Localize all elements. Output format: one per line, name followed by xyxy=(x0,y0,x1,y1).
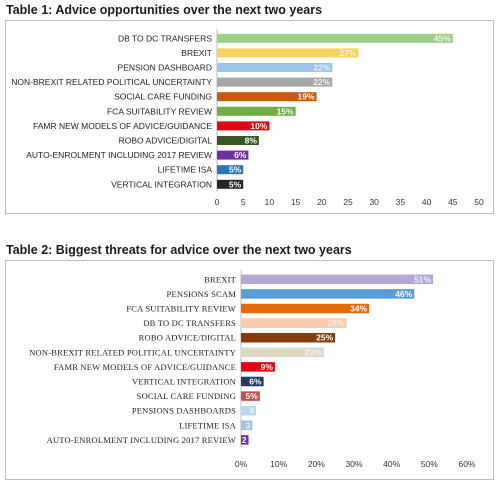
chart-0-x-tick-label: 30 xyxy=(369,197,379,207)
chart-0-x-tick-label: 15 xyxy=(291,197,301,207)
chart-0-bar xyxy=(217,77,333,87)
chart-1-data-label: 3 xyxy=(246,420,251,430)
chart-0-data-label: 19% xyxy=(298,92,315,102)
chart-0-category-label: SOCIAL CARE FUNDING xyxy=(114,92,212,102)
chart-0-category-label: ROBO ADVICE/DIGITAL xyxy=(119,136,213,146)
chart-1-x-tick-label: 0% xyxy=(235,459,248,469)
chart-1-data-label: 2 xyxy=(242,435,247,445)
chart-0-category-label: AUTO-ENROLMENT INCLUDING 2017 REVIEW xyxy=(26,150,212,160)
chart-1-category-label: DB TO DC TRANSFERS xyxy=(143,318,236,328)
chart-1-bar xyxy=(241,274,434,285)
chart-0-bar xyxy=(217,179,244,189)
chart-1-category-label: ROBO ADVICE/DIGITAL xyxy=(139,333,236,343)
chart-1-data-label: 34% xyxy=(350,304,367,314)
chart-1-category-label: FCA SUITABILITY REVIEW xyxy=(126,304,236,314)
chart-1-bar xyxy=(241,435,249,445)
chart-1-x-tick-label: 10% xyxy=(270,459,287,469)
chart-1-data-label: 5% xyxy=(246,391,259,401)
chart-1-x-tick-label: 30% xyxy=(345,459,362,469)
chart-0-data-label: 5% xyxy=(229,179,242,189)
chart-0-data-label: 27% xyxy=(339,48,356,58)
chart-1-panel xyxy=(5,20,494,214)
chart-1-category-label: PENSIONS SCAM xyxy=(167,289,237,299)
chart-0-bar xyxy=(217,165,244,175)
chart-0-category-label: BREXIT xyxy=(181,48,212,58)
chart-1-data-label: 6% xyxy=(249,377,262,387)
chart-0-bar xyxy=(217,63,333,72)
chart-0-category-label: VERTICAL INTEGRATION xyxy=(111,179,212,189)
chart-0-bar xyxy=(217,121,270,131)
chart-0-x-tick-label: 50 xyxy=(474,197,484,207)
chart-0-bar xyxy=(217,33,453,43)
chart-1-bar xyxy=(241,289,415,299)
chart-0-data-label: 5% xyxy=(229,165,242,175)
chart-0-data-label: 22% xyxy=(313,63,330,73)
chart-0-category-label: FCA SUITABILITY REVIEW xyxy=(107,106,212,116)
chart-0-bar xyxy=(217,92,317,102)
chart-0-x-tick-label: 45 xyxy=(448,197,458,207)
chart-0-data-label: 45% xyxy=(434,33,451,43)
chart-1-x-tick-label: 20% xyxy=(308,459,325,469)
chart-1-data-label: 22% xyxy=(305,347,322,357)
chart-1-bar xyxy=(241,362,275,372)
chart-0-x-tick-label: 5 xyxy=(241,197,246,207)
chart-1-bar xyxy=(241,332,336,343)
chart-1-category-label: FAMR NEW MODELS OF ADVICE/GUIDANCE xyxy=(54,362,236,372)
chart-0-x-tick-label: 40 xyxy=(422,197,432,207)
chart-0-category-label: FAMR NEW MODELS OF ADVICE/GUIDANCE xyxy=(33,121,212,131)
chart-0-data-label: 15% xyxy=(277,106,294,116)
chart-0-data-label: 22% xyxy=(313,77,330,87)
chart-1-data-label: 51% xyxy=(414,274,431,284)
chart-0-x-tick-label: 20 xyxy=(317,197,327,207)
chart-0-x-tick-label: 10 xyxy=(265,197,275,207)
chart-1-bar xyxy=(241,391,260,401)
chart-0-data-label: 6% xyxy=(234,150,247,160)
chart-1-category-label: LIFETIME ISA xyxy=(179,420,237,430)
chart-1-data-label: 25% xyxy=(316,333,333,343)
chart-1-category-label: SOCIAL CARE FUNDING xyxy=(137,391,236,401)
chart-0-x-tick-label: 25 xyxy=(343,197,353,207)
chart-1-category-label: PENSIONS DASHBOARDS xyxy=(132,406,236,416)
chart-0-bar xyxy=(217,48,359,58)
chart-0-data-label: 10% xyxy=(250,121,267,131)
chart-1-category-label: NON-BREXIT RELATED POLITICAL UNCERTAINTY xyxy=(29,347,236,357)
chart-0-data-label: 8% xyxy=(245,136,258,146)
chart-1-x-tick-label: 60% xyxy=(458,459,475,469)
chart-1-category-label: BREXIT xyxy=(204,274,236,284)
chart-1-data-label: 46% xyxy=(395,289,412,299)
chart-1-bar xyxy=(241,318,347,328)
chart-1-title: Table 1: Advice opportunities over the n… xyxy=(6,3,323,17)
chart-1-data-label: 28% xyxy=(327,318,344,328)
chart-1-x-tick-label: 50% xyxy=(421,459,438,469)
chart-0-category-label: DB TO DC TRANSFERS xyxy=(118,33,212,43)
chart-1-bar xyxy=(241,347,324,358)
chart-1-bar xyxy=(241,303,370,314)
chart-0-bar xyxy=(217,136,259,145)
chart-0-category-label: NON-BREXIT RELATED POLITICAL UNCERTAINTY xyxy=(11,77,212,87)
chart-1-bar xyxy=(241,405,257,416)
chart-1-category-label: AUTO-ENROLMENT INCLUDING 2017 REVIEW xyxy=(47,435,236,445)
chart-0-bar xyxy=(217,150,249,160)
chart-0-bar xyxy=(217,106,296,116)
chart-0-category-label: PENSION DASHBOARD xyxy=(118,63,212,73)
chart-1-data-label: 9% xyxy=(261,362,274,372)
chart-1-bar xyxy=(241,376,264,387)
chart-1-x-tick-label: 40% xyxy=(383,459,400,469)
chart-2-title: Table 2: Biggest threats for advice over… xyxy=(6,243,352,257)
chart-0-x-tick-label: 0 xyxy=(215,197,220,207)
chart-1-category-label: VERTICAL INTEGRATION xyxy=(132,377,236,387)
chart-0-category-label: LIFETIME ISA xyxy=(158,165,213,175)
chart-1-bar xyxy=(241,420,253,431)
chart-0-x-tick-label: 35 xyxy=(396,197,406,207)
chart-1-data-label: 4 xyxy=(249,406,254,416)
